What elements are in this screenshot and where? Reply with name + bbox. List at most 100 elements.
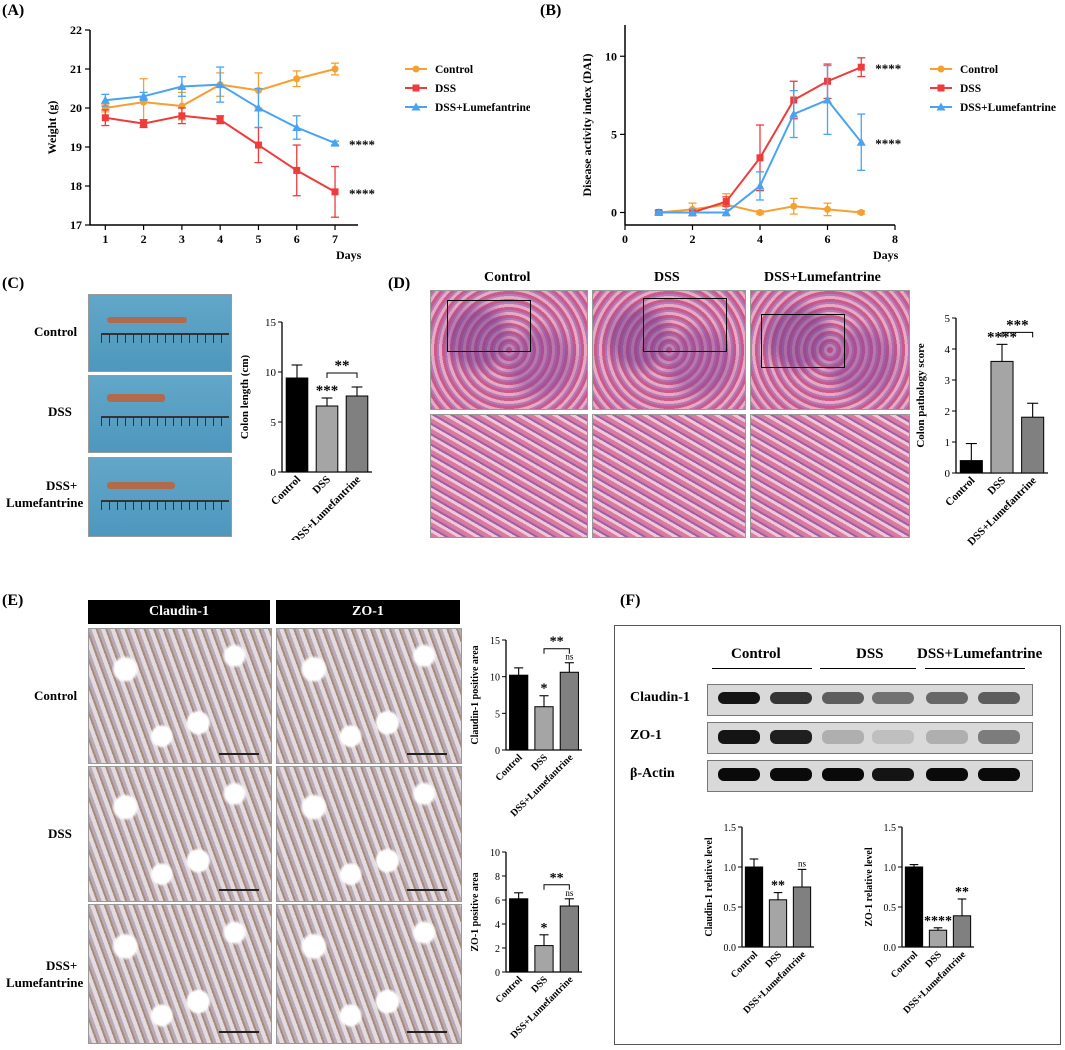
y-tick-label: 5	[271, 417, 277, 429]
significance-stars: ****	[924, 914, 952, 929]
blot-band	[872, 730, 914, 744]
legend-marker	[936, 102, 946, 111]
y-tick-label: 10	[605, 49, 617, 63]
blot-band	[718, 692, 760, 704]
x-tick-label: 2	[141, 232, 147, 246]
bar-0	[509, 674, 529, 751]
data-point	[756, 209, 764, 216]
e-row-label-dss: DSS	[48, 826, 72, 841]
blot-band	[822, 692, 864, 704]
data-point	[215, 80, 225, 89]
y-tick-label: 0	[945, 468, 951, 480]
e-header-zo1-label: ZO-1	[352, 604, 384, 619]
data-point	[253, 103, 263, 112]
f-group-dss: DSS	[856, 646, 884, 662]
ruler	[101, 333, 229, 343]
bracket-stars: **	[335, 358, 350, 374]
y-tick-label: 0	[611, 206, 617, 220]
panel-label-b: (B)	[540, 2, 562, 19]
y-axis-label: Claudin-1 positive area	[470, 645, 481, 744]
he-zoom-control	[430, 414, 588, 538]
blot-label-claudin: Claudin-1	[630, 690, 690, 705]
bar-1	[768, 899, 788, 948]
blot-band	[978, 692, 1020, 704]
legend-label: DSS	[435, 83, 456, 95]
x-tick-label: 4	[757, 232, 763, 246]
y-tick-label: 5	[495, 709, 500, 720]
bar-2	[559, 905, 579, 973]
data-point	[140, 120, 148, 128]
y-tick-label: 6	[495, 896, 500, 907]
row-label-dss-plus: DSS+	[46, 478, 78, 493]
bar-2	[345, 395, 369, 473]
blot-band	[770, 692, 812, 704]
data-point	[331, 65, 339, 73]
legend-label: DSS+Lumefantrine	[960, 102, 1056, 114]
ruler	[101, 500, 229, 510]
f-group-line-dss	[820, 668, 916, 669]
scale-bar	[219, 889, 259, 891]
y-axis-label: Weight (g)	[45, 101, 59, 155]
x-tick-label: DSS	[529, 974, 550, 995]
e-header-claudin-label: Claudin-1	[149, 604, 209, 619]
e-row-label-dss-plus: DSS+	[46, 958, 78, 973]
blot-band	[978, 730, 1020, 744]
d-col-label-dss: DSS	[654, 270, 680, 285]
y-tick-label: 4	[495, 920, 500, 931]
blot-band	[926, 692, 968, 704]
x-tick-label: 6	[825, 232, 831, 246]
panel-label-e: (E)	[2, 592, 24, 609]
data-point	[823, 95, 832, 104]
y-tick-label: 1.0	[724, 863, 737, 874]
x-tick-label: 2	[690, 232, 696, 246]
chart-f2: 0.00.51.01.5ZO-1 relative levelControl**…	[864, 823, 974, 1016]
e-row-label-lumefantrine: Lumefantrine	[6, 975, 84, 990]
colon-tissue	[107, 482, 175, 489]
x-tick-label: DSS	[923, 949, 944, 970]
legend-label: DSS+Lumefantrine	[435, 102, 530, 114]
data-point	[101, 114, 109, 122]
y-tick-label: 0	[495, 968, 500, 979]
bracket-stars: **	[550, 871, 564, 886]
panel-f-frame	[614, 625, 1061, 1045]
blot-label-zo1: ZO-1	[630, 728, 662, 743]
blot-band	[978, 768, 1020, 781]
significance-stars: ns	[565, 652, 574, 662]
legend-marker	[937, 84, 945, 92]
significance-stars: ****	[875, 136, 901, 151]
y-tick-label: 10	[490, 673, 500, 684]
f-group-line-lume	[925, 668, 1025, 669]
comparison-bracket	[1001, 331, 1034, 338]
he-overview-control	[430, 290, 588, 410]
f-group-lume: DSS+Lumefantrine	[917, 646, 1043, 662]
y-tick-label: 17	[70, 218, 82, 232]
x-tick-label: DSS	[310, 474, 333, 497]
legend-label: Control	[960, 64, 998, 76]
f-group-line-control	[712, 668, 812, 669]
comparison-bracket	[326, 372, 358, 378]
data-point	[722, 198, 730, 206]
x-tick-label: 0	[622, 232, 628, 246]
bar-0	[509, 898, 529, 973]
significance-stars: *	[541, 682, 548, 697]
row-label-lumefantrine: Lumefantrine	[6, 495, 84, 510]
data-point	[216, 116, 224, 124]
d-col-label-control: Control	[484, 270, 531, 285]
ihc-zo1-dss	[276, 766, 462, 902]
data-point	[824, 205, 831, 213]
bar-0	[744, 866, 764, 948]
x-axis-label: Days	[336, 248, 362, 262]
comparison-bracket	[543, 648, 570, 654]
data-point	[688, 208, 697, 216]
bar-2	[952, 915, 972, 948]
legend-marker	[412, 65, 420, 73]
scale-bar	[219, 1031, 259, 1033]
x-tick-label: 1	[102, 232, 108, 246]
x-tick-label: DSS	[763, 949, 784, 970]
data-point	[100, 95, 110, 104]
panel-label-f: (F)	[620, 592, 641, 609]
y-tick-label: 0.5	[724, 903, 737, 914]
y-tick-label: 4	[945, 344, 951, 356]
